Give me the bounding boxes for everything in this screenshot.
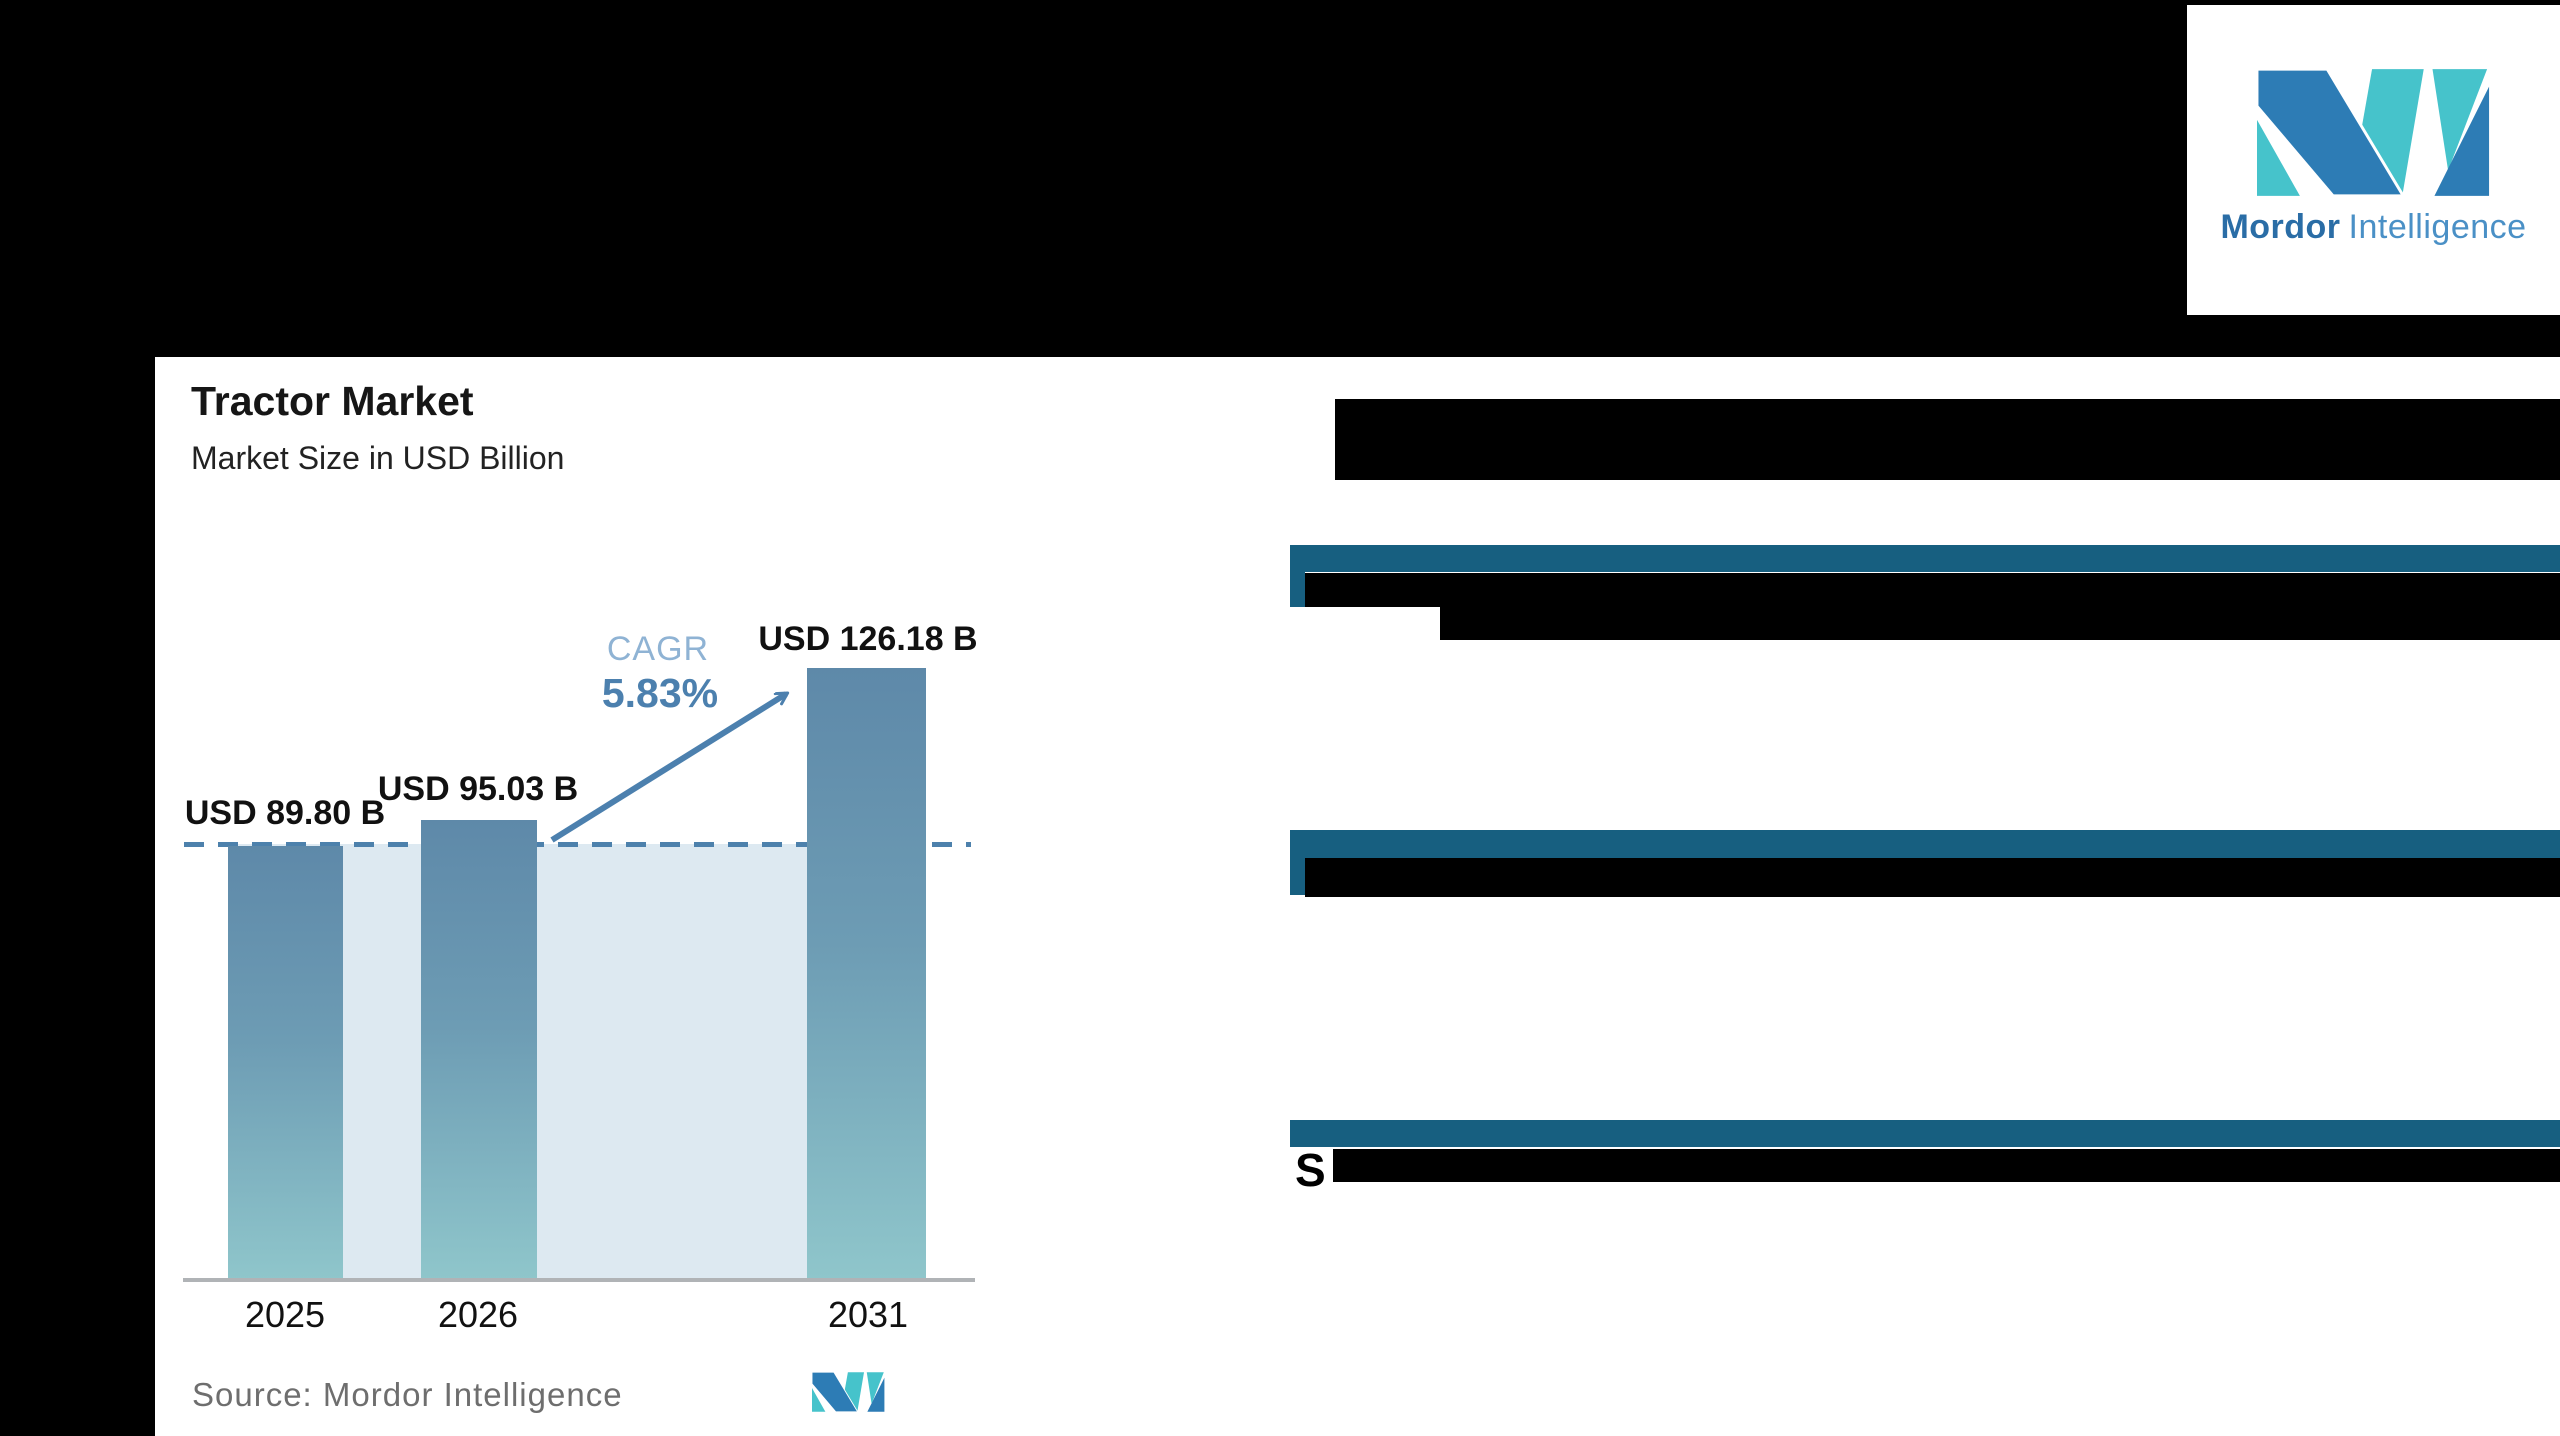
logo-wordmark-regular: Intelligence (2348, 208, 2527, 246)
chart-reference-dashed-line (184, 842, 971, 847)
section-1-subheading-redaction (1440, 607, 2560, 640)
section-1-accent-tab (1290, 545, 1305, 607)
x-tick-2025: 2025 (244, 1294, 326, 1335)
source-logo-icon (812, 1372, 885, 1412)
source-label: Source: (192, 1376, 313, 1413)
source-attribution: Source: Mordor Intelligence (192, 1376, 623, 1414)
bar-2031 (807, 668, 926, 1280)
section-2-heading-redaction (1305, 858, 2560, 897)
cagr-label: CAGR (606, 630, 710, 668)
bar-2025 (228, 846, 343, 1280)
bar-2026 (421, 820, 537, 1280)
mordor-intelligence-logo-icon (2256, 69, 2489, 196)
bar-value-label-2025: USD 89.80 B (184, 794, 386, 832)
x-axis-line (183, 1278, 975, 1282)
logo-wordmark-bold: Mordor (2220, 208, 2341, 246)
chart-subtitle: Market Size in USD Billion (191, 440, 565, 476)
bar-value-label-2031: USD 126.18 B (758, 620, 978, 658)
x-tick-2026: 2026 (437, 1294, 519, 1335)
section-3-rule (1290, 1120, 2560, 1147)
section-1-heading-redaction (1305, 573, 2560, 607)
section-3-heading-redaction (1333, 1149, 2560, 1182)
section-2-rule (1290, 830, 2560, 858)
logo-card: Mordor Intelligence (2187, 5, 2560, 315)
x-tick-2031: 2031 (827, 1294, 909, 1335)
bar-value-label-2026: USD 95.03 B (377, 770, 579, 808)
chart-title: Tractor Market (191, 378, 474, 424)
right-title-redaction-box (1335, 399, 2560, 480)
logo-wordmark: Mordor Intelligence (2220, 208, 2526, 247)
cagr-value: 5.83% (601, 670, 719, 716)
section-1-rule (1290, 545, 2560, 572)
source-value: Mordor Intelligence (322, 1376, 623, 1413)
section-2-accent-tab (1290, 830, 1305, 895)
section-3-visible-letter: S (1295, 1144, 1326, 1196)
